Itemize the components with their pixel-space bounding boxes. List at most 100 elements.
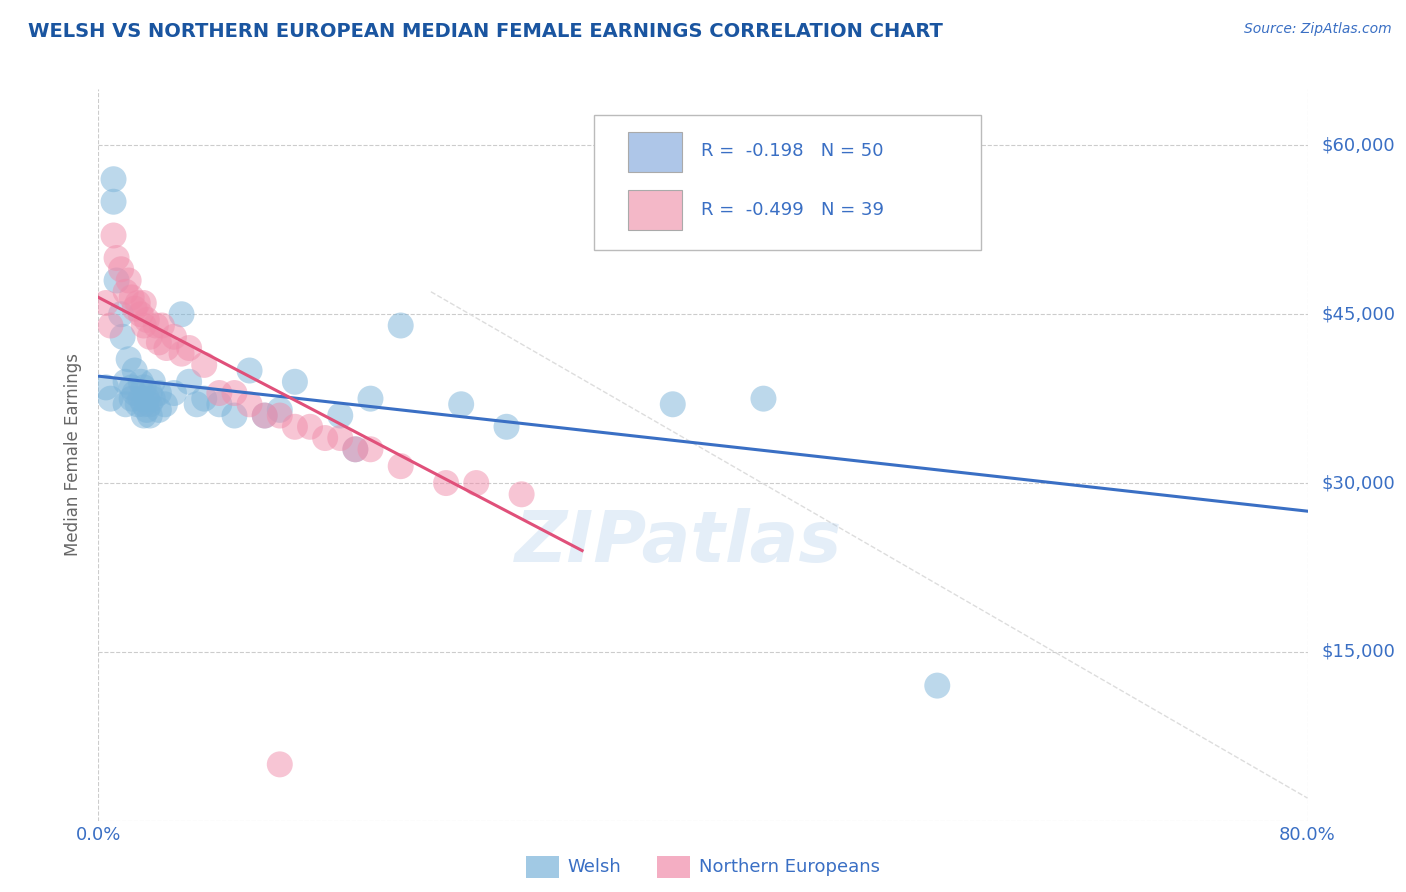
Point xyxy=(114,285,136,299)
FancyBboxPatch shape xyxy=(628,132,682,172)
Point xyxy=(360,392,382,406)
Point xyxy=(314,431,336,445)
Point xyxy=(163,330,186,344)
Point xyxy=(170,346,193,360)
Point xyxy=(389,459,412,474)
Point xyxy=(239,363,262,377)
Point xyxy=(224,409,246,423)
Point xyxy=(127,296,149,310)
Text: WELSH VS NORTHERN EUROPEAN MEDIAN FEMALE EARNINGS CORRELATION CHART: WELSH VS NORTHERN EUROPEAN MEDIAN FEMALE… xyxy=(28,22,943,41)
Point xyxy=(129,375,152,389)
Point xyxy=(121,380,143,394)
Point xyxy=(148,403,170,417)
Point xyxy=(121,290,143,304)
Point xyxy=(94,380,117,394)
Point xyxy=(142,375,165,389)
Point xyxy=(344,442,367,457)
Point xyxy=(114,375,136,389)
Point xyxy=(752,392,775,406)
Point xyxy=(239,397,262,411)
Point xyxy=(284,419,307,434)
Point xyxy=(186,397,208,411)
Point xyxy=(124,386,146,401)
Point xyxy=(103,194,125,209)
Text: $60,000: $60,000 xyxy=(1322,136,1395,154)
Point xyxy=(124,363,146,377)
Point xyxy=(465,476,488,491)
Point xyxy=(661,397,683,411)
Point xyxy=(148,386,170,401)
Point xyxy=(139,386,162,401)
Point xyxy=(450,397,472,411)
Point xyxy=(129,307,152,321)
Point xyxy=(105,251,128,265)
Text: R =  -0.499   N = 39: R = -0.499 N = 39 xyxy=(700,201,883,219)
Point xyxy=(269,403,291,417)
Point xyxy=(132,397,155,411)
Point xyxy=(132,409,155,423)
Legend: Welsh, Northern Europeans: Welsh, Northern Europeans xyxy=(519,848,887,885)
Point xyxy=(135,403,157,417)
Point xyxy=(105,273,128,287)
Point xyxy=(127,397,149,411)
Point xyxy=(139,409,162,423)
Text: Source: ZipAtlas.com: Source: ZipAtlas.com xyxy=(1244,22,1392,37)
Point xyxy=(139,397,162,411)
Point xyxy=(208,386,231,401)
Point xyxy=(510,487,533,501)
Point xyxy=(329,409,352,423)
Point xyxy=(299,419,322,434)
Point xyxy=(148,335,170,350)
Point xyxy=(114,397,136,411)
Point xyxy=(170,307,193,321)
Point xyxy=(269,757,291,772)
Point xyxy=(389,318,412,333)
Point xyxy=(224,386,246,401)
Point xyxy=(155,341,177,355)
Point xyxy=(139,330,162,344)
Point xyxy=(132,296,155,310)
Point xyxy=(135,313,157,327)
FancyBboxPatch shape xyxy=(595,115,981,250)
Point xyxy=(193,392,215,406)
Point xyxy=(284,375,307,389)
Point xyxy=(132,380,155,394)
Point xyxy=(110,307,132,321)
Point xyxy=(208,397,231,411)
Point xyxy=(177,341,201,355)
Text: $45,000: $45,000 xyxy=(1322,305,1396,323)
Point xyxy=(121,392,143,406)
Point xyxy=(132,318,155,333)
Point xyxy=(142,392,165,406)
Point xyxy=(118,352,141,367)
Point xyxy=(135,392,157,406)
Point xyxy=(177,375,201,389)
Point xyxy=(103,228,125,243)
Point xyxy=(495,419,517,434)
Point xyxy=(193,358,215,372)
Text: $30,000: $30,000 xyxy=(1322,474,1395,492)
Y-axis label: Median Female Earnings: Median Female Earnings xyxy=(65,353,83,557)
Point xyxy=(434,476,457,491)
Point xyxy=(103,172,125,186)
Point xyxy=(129,392,152,406)
FancyBboxPatch shape xyxy=(628,190,682,230)
Point xyxy=(100,392,122,406)
Point xyxy=(110,262,132,277)
Point xyxy=(118,273,141,287)
Point xyxy=(94,296,117,310)
Point xyxy=(360,442,382,457)
Point xyxy=(150,318,173,333)
Point xyxy=(100,318,122,333)
Point xyxy=(124,301,146,316)
Point xyxy=(145,318,167,333)
Point xyxy=(253,409,276,423)
Point xyxy=(269,409,291,423)
Point xyxy=(344,442,367,457)
Text: $15,000: $15,000 xyxy=(1322,643,1395,661)
Point xyxy=(253,409,276,423)
Point xyxy=(329,431,352,445)
Point xyxy=(927,679,949,693)
Point xyxy=(153,397,176,411)
Text: R =  -0.198   N = 50: R = -0.198 N = 50 xyxy=(700,143,883,161)
